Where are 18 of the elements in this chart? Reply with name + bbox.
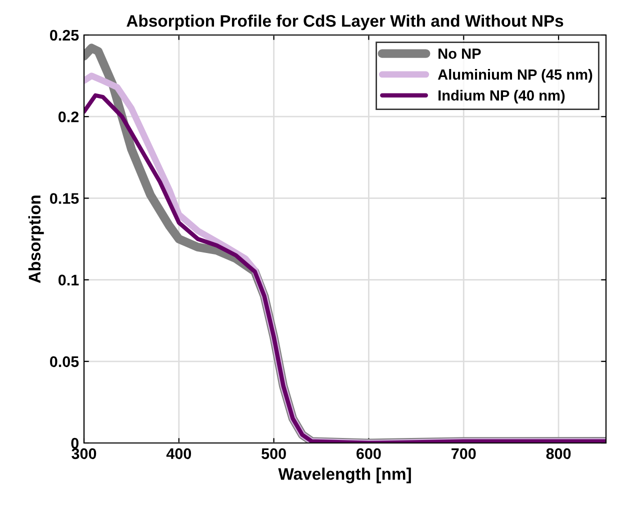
y-tick-label: 0.2 xyxy=(58,111,79,122)
y-tick-label: 0.1 xyxy=(58,274,79,286)
x-tick-label: 600 xyxy=(356,448,381,460)
y-tick-label: 0 xyxy=(71,438,79,449)
chart-title: Absorption Profile for CdS Layer With and Without NPs xyxy=(126,14,564,30)
x-tick-label: 500 xyxy=(262,448,286,460)
legend-label: No NP xyxy=(438,48,481,59)
y-tick-label: 0.15 xyxy=(50,193,79,204)
legend-label: Aluminium NP (45 nm) xyxy=(438,69,592,83)
y-tick-label: 0.25 xyxy=(50,30,79,41)
legend-label: Indium NP (40 nm) xyxy=(438,90,565,104)
y-tick-label: 0.05 xyxy=(50,356,79,368)
x-tick-label: 800 xyxy=(546,448,571,460)
x-tick-label: 700 xyxy=(452,448,476,460)
y-axis-title: Absorption xyxy=(28,196,44,284)
x-axis-title: Wavelength [nm] xyxy=(278,468,411,484)
x-tick-label: 400 xyxy=(166,448,192,460)
x-tick-label: 300 xyxy=(72,448,96,460)
